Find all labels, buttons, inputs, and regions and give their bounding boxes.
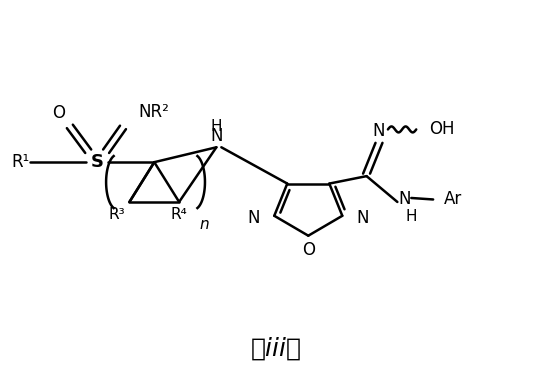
Text: O: O: [52, 105, 65, 122]
Text: R⁴: R⁴: [171, 207, 188, 222]
Text: N: N: [210, 127, 222, 145]
Text: O: O: [302, 241, 315, 258]
Text: N: N: [373, 122, 385, 140]
Text: NR²: NR²: [138, 102, 169, 121]
Text: n: n: [199, 217, 209, 232]
Text: （iii）: （iii）: [251, 337, 301, 360]
Text: H: H: [211, 119, 222, 134]
Text: N: N: [399, 191, 411, 208]
Text: N: N: [248, 209, 261, 227]
Text: R³: R³: [109, 207, 125, 222]
Text: H: H: [406, 209, 417, 224]
Text: S: S: [91, 153, 104, 171]
Text: R¹: R¹: [11, 153, 29, 171]
Text: Ar: Ar: [444, 191, 463, 208]
Text: N: N: [356, 209, 369, 227]
Text: OH: OH: [429, 121, 454, 138]
